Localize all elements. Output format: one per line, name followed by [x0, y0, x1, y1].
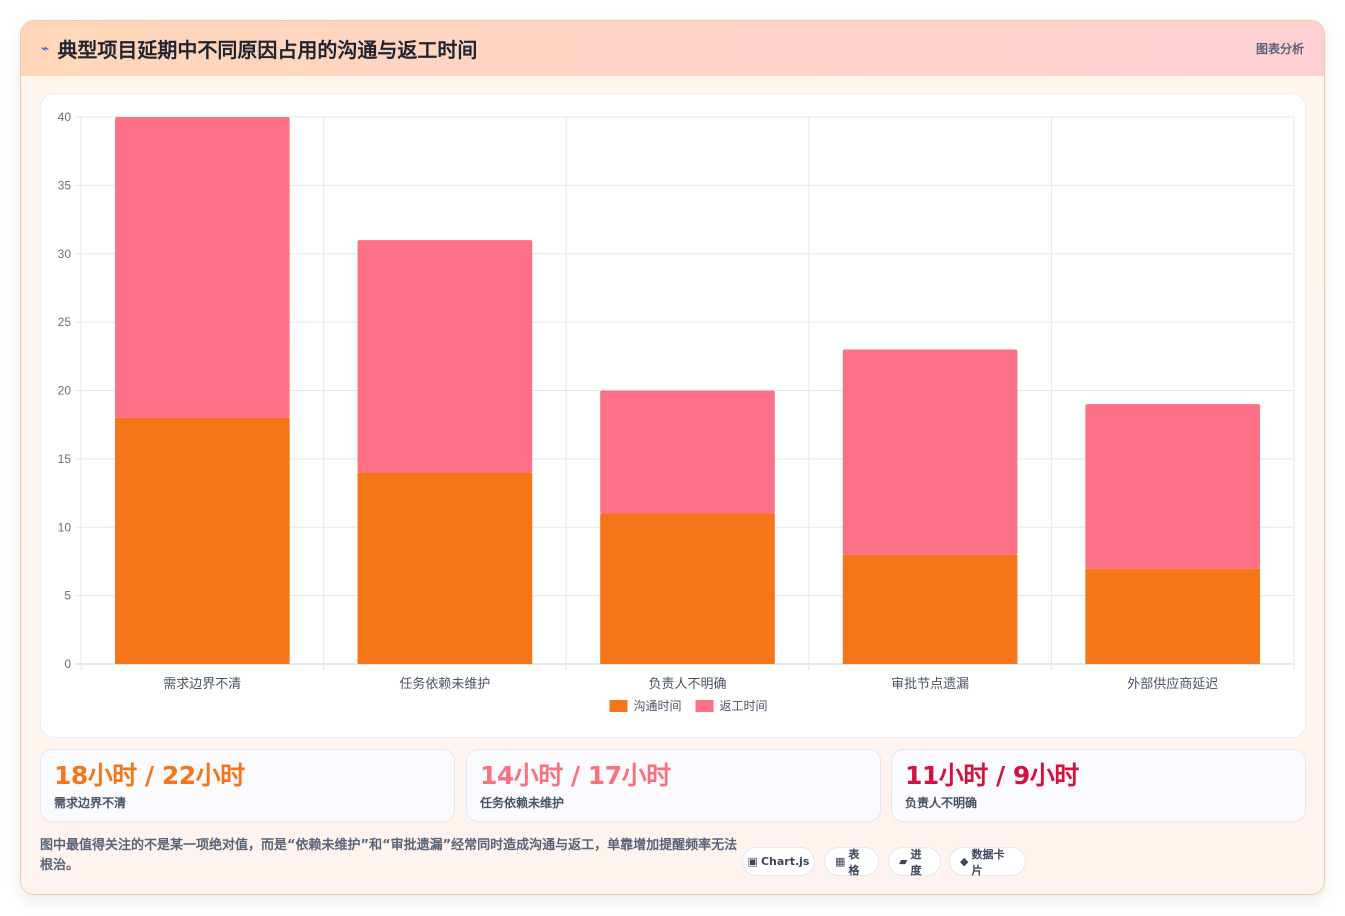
bar-rework [842, 349, 1018, 555]
stat-label: 需求边界不清 [54, 796, 127, 810]
table-icon: ▦ [835, 855, 846, 868]
x-tick-label: 需求边界不清 [163, 677, 241, 692]
y-tick-label: 10 [58, 520, 72, 534]
bar-rework [1085, 404, 1261, 569]
card-header: ⌁ 典型项目延期中不同原因占用的沟通与返工时间 图表分析 [21, 21, 1324, 76]
chip-label: Chart.js [760, 855, 810, 868]
chart-icon: ▣ [747, 855, 758, 868]
stacked-bar-chart: 0 5 10 15 20 25 30 35 40 需求边界不清 任务依赖未维护 负责人不明确 审批节点遗… [58, 110, 1295, 713]
y-tick-label: 25 [58, 315, 72, 329]
page-title: 典型项目延期中不同原因占用的沟通与返工时间 [57, 38, 478, 62]
stat-card-1: 18小时 / 22小时 需求边界不清 [40, 749, 455, 822]
chart-container: 0 5 10 15 20 25 30 35 40 需求边界不清 任务依赖未维护 负责人不明确 审批节点遗… [40, 93, 1306, 738]
bar-communication [842, 554, 1018, 664]
stat-card-2: 14小时 / 17小时 任务依赖未维护 [466, 749, 881, 822]
bar-rework [600, 390, 775, 514]
y-tick-label: 15 [58, 452, 72, 466]
bar-communication [1085, 568, 1261, 664]
y-tick-label: 0 [64, 657, 71, 671]
chip-label: 进度 [910, 847, 922, 877]
legend-swatch [609, 700, 628, 712]
chip-label: 表格 [848, 847, 860, 877]
legend-label: 返工时间 [720, 699, 768, 713]
stat-value: 14小时 / 17小时 [480, 761, 671, 790]
chart-analysis-tag[interactable]: 图表分析 [1255, 42, 1304, 56]
diamond-icon: ◆ [960, 855, 969, 868]
bar-communication [114, 417, 290, 664]
bar-rework [114, 117, 290, 418]
stat-value: 18小时 / 22小时 [54, 761, 245, 790]
x-tick-label: 审批节点遗漏 [891, 676, 969, 692]
chip-data-card[interactable]: ◆ 数据卡片 [949, 847, 1026, 877]
x-tick-label: 任务依赖未维护 [399, 676, 490, 692]
stat-card-3: 11小时 / 9小时 负责人不明确 [891, 749, 1306, 822]
stat-label: 负责人不明确 [905, 796, 978, 810]
x-tick-label: 外部供应商延迟 [1127, 676, 1218, 692]
y-tick-label: 5 [64, 589, 71, 603]
bar-communication [357, 472, 533, 664]
y-tick-label: 35 [58, 178, 72, 192]
progress-icon: ▰ [899, 855, 908, 868]
chip-progress[interactable]: ▰ 进度 [888, 847, 941, 877]
legend-label: 沟通时间 [634, 699, 682, 713]
chip-label: 数据卡片 [971, 847, 1005, 877]
pulse-icon: ⌁ [41, 40, 50, 57]
y-tick-label: 40 [58, 110, 72, 124]
chip-chartjs[interactable]: ▣ Chart.js [742, 847, 815, 876]
stat-label: 任务依赖未维护 [480, 796, 565, 810]
y-tick-label: 20 [58, 384, 72, 398]
insight-note: 图中最值得关注的不是某一项绝对值，而是“依赖未维护”和“审批遗漏”经常同时造成沟… [40, 838, 738, 873]
chip-table[interactable]: ▦ 表格 [824, 847, 879, 877]
x-tick-label: 负责人不明确 [648, 677, 726, 692]
bar-communication [600, 513, 775, 664]
stat-value: 11小时 / 9小时 [905, 761, 1079, 790]
bar-rework [357, 240, 533, 473]
chart-card: ⌁ 典型项目延期中不同原因占用的沟通与返工时间 图表分析 0 5 10 15 20 25 3… [20, 20, 1325, 895]
legend-swatch [695, 700, 714, 712]
y-tick-label: 30 [58, 247, 72, 261]
